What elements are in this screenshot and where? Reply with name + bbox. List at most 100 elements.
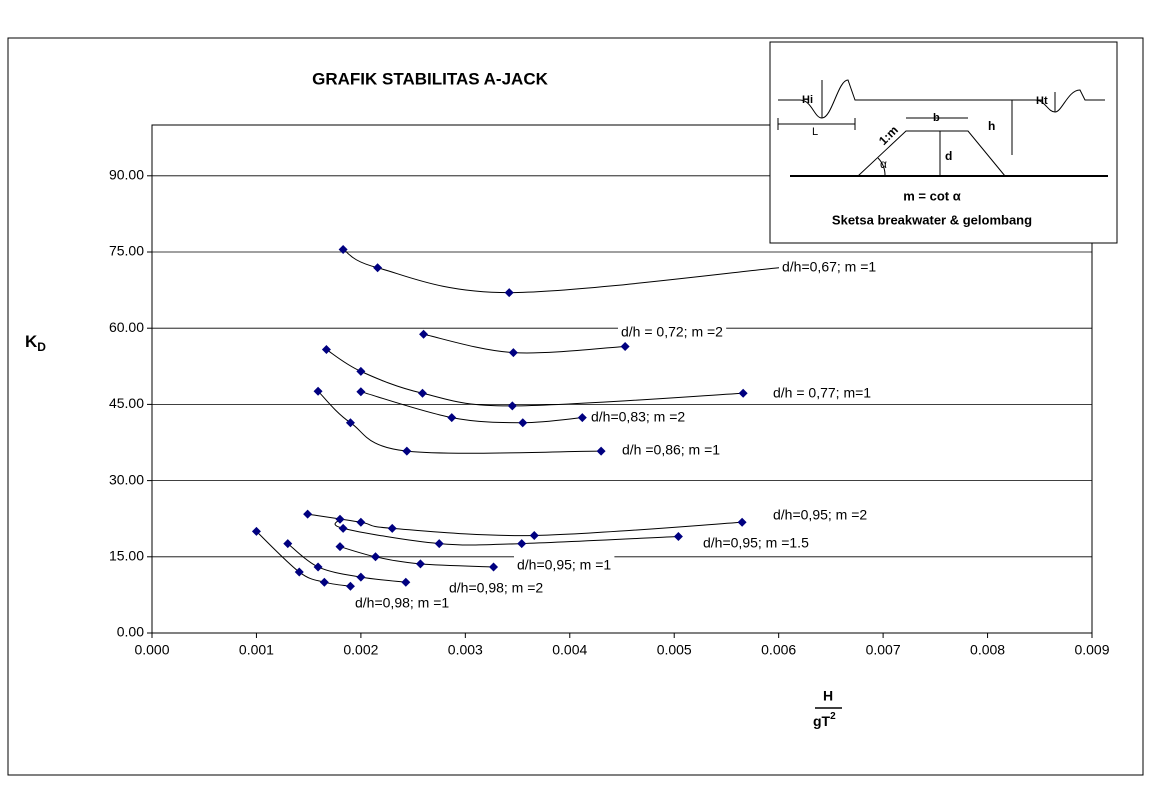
series-line bbox=[342, 249, 784, 294]
marker bbox=[447, 413, 457, 423]
series-line bbox=[317, 390, 602, 454]
alpha-arc bbox=[877, 157, 886, 177]
y-tick-label: 60.00 bbox=[109, 319, 144, 335]
series-label: d/h=0,67; m =1 bbox=[782, 259, 876, 275]
inset-label: L bbox=[812, 126, 818, 138]
series-label: d/h = 0,77; m=1 bbox=[773, 385, 871, 401]
marker bbox=[419, 329, 429, 339]
marker bbox=[415, 559, 425, 569]
marker bbox=[577, 413, 587, 423]
x-tick-label: 0.005 bbox=[657, 642, 692, 658]
series-line bbox=[334, 518, 679, 546]
marker bbox=[620, 341, 630, 351]
x-tick-label: 0.008 bbox=[970, 642, 1005, 658]
y-axis-label: KD bbox=[25, 332, 46, 354]
marker bbox=[319, 577, 329, 587]
marker bbox=[738, 388, 748, 398]
marker bbox=[356, 366, 366, 376]
series-label: d/h=0,98; m =1 bbox=[355, 595, 449, 611]
y-label-sub: D bbox=[37, 340, 46, 354]
series-label-bg bbox=[770, 505, 871, 524]
series-label: d/h=0,95; m =1 bbox=[517, 557, 611, 573]
x-label-bottom: gT2 bbox=[813, 711, 836, 729]
series-line bbox=[256, 531, 351, 587]
marker bbox=[338, 523, 348, 533]
y-tick-label: 30.00 bbox=[109, 471, 144, 487]
marker bbox=[507, 401, 517, 411]
marker bbox=[294, 567, 304, 577]
y-label-main: K bbox=[25, 332, 38, 351]
x-tick-label: 0.004 bbox=[552, 642, 587, 658]
marker bbox=[517, 539, 527, 549]
series-label-bg bbox=[618, 322, 727, 341]
x-tick-label: 0.007 bbox=[866, 642, 901, 658]
marker bbox=[345, 418, 355, 428]
series-label: d/h=0,95; m =2 bbox=[773, 507, 867, 523]
inset-label: Ht bbox=[1036, 95, 1048, 107]
wave-line bbox=[778, 79, 1105, 119]
x-label-top: H bbox=[823, 688, 833, 704]
inset-box bbox=[769, 41, 1118, 244]
marker bbox=[529, 530, 539, 540]
marker bbox=[283, 539, 293, 549]
series-label: d/h =0,86; m =1 bbox=[622, 442, 720, 458]
y-tick-label: 75.00 bbox=[109, 243, 144, 259]
series-label-bg bbox=[700, 533, 813, 552]
series-label-bg bbox=[619, 440, 724, 459]
marker bbox=[434, 539, 444, 549]
series-label-bg bbox=[779, 257, 880, 276]
series-label-bg bbox=[588, 407, 689, 426]
marker bbox=[356, 572, 366, 582]
marker bbox=[251, 526, 261, 536]
marker bbox=[345, 581, 355, 591]
marker bbox=[402, 446, 412, 456]
inset-label: h bbox=[988, 119, 995, 133]
marker bbox=[508, 348, 518, 358]
series-label: d/h=0,95; m =1.5 bbox=[703, 535, 809, 551]
series-line bbox=[287, 543, 406, 583]
marker bbox=[335, 514, 345, 524]
marker bbox=[356, 517, 366, 527]
marker bbox=[356, 387, 366, 397]
chart-title: GRAFIK STABILITAS A-JACK bbox=[312, 69, 549, 88]
inset-label: b bbox=[933, 112, 940, 124]
x-tick-label: 0.002 bbox=[343, 642, 378, 658]
inset-diagram: Hi L 1:m b α d h Ht m = cot α Sketsa bre… bbox=[769, 41, 1118, 244]
inset-caption: Sketsa breakwater & gelombang bbox=[832, 212, 1032, 227]
x-tick-label: 0.006 bbox=[761, 642, 796, 658]
series-label: d/h=0,98; m =2 bbox=[449, 580, 543, 596]
x-tick-label: 0.000 bbox=[134, 642, 169, 658]
marker bbox=[401, 577, 411, 587]
marker bbox=[387, 523, 397, 533]
y-tick-label: 90.00 bbox=[109, 167, 144, 183]
x-tick-label: 0.009 bbox=[1074, 642, 1109, 658]
marker bbox=[371, 552, 381, 562]
inset-label: d bbox=[945, 149, 952, 163]
marker bbox=[313, 562, 323, 572]
marker bbox=[338, 244, 348, 254]
breakwater bbox=[857, 130, 1006, 177]
y-tick-label: 15.00 bbox=[109, 548, 144, 564]
y-tick-label: 45.00 bbox=[109, 395, 144, 411]
marker bbox=[737, 517, 747, 527]
inset-label: Hi bbox=[802, 94, 813, 106]
x-tick-label: 0.003 bbox=[448, 642, 483, 658]
series-label-bg bbox=[770, 383, 875, 402]
marker bbox=[673, 531, 683, 541]
marker bbox=[489, 562, 499, 572]
marker bbox=[303, 509, 313, 519]
marker bbox=[321, 345, 331, 355]
inset-label: α bbox=[880, 157, 887, 171]
y-tick-label: 0.00 bbox=[117, 624, 144, 640]
series-label-bg bbox=[352, 593, 453, 612]
marker bbox=[313, 386, 323, 396]
series-line bbox=[339, 546, 494, 568]
series-label-bg bbox=[514, 555, 615, 574]
marker bbox=[373, 263, 383, 273]
marker bbox=[418, 388, 428, 398]
series-label: d/h = 0,72; m =2 bbox=[621, 324, 723, 340]
series-line bbox=[360, 391, 583, 424]
x-label-sup: 2 bbox=[830, 711, 836, 722]
inset-formula: m = cot α bbox=[903, 188, 960, 203]
